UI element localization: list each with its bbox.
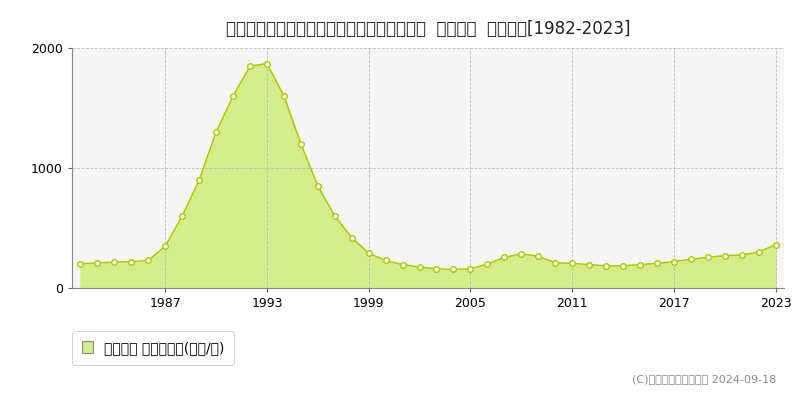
Legend: 公示地価 平均坪単価(万円/坪): 公示地価 平均坪単価(万円/坪) — [72, 331, 234, 365]
Title: 北海道札幌市中央区北１条西７丁目３番３外  公示地価  地価推移[1982-2023]: 北海道札幌市中央区北１条西７丁目３番３外 公示地価 地価推移[1982-2023… — [226, 20, 630, 38]
Text: (C)土地価格ドットコム 2024-09-18: (C)土地価格ドットコム 2024-09-18 — [632, 374, 776, 384]
